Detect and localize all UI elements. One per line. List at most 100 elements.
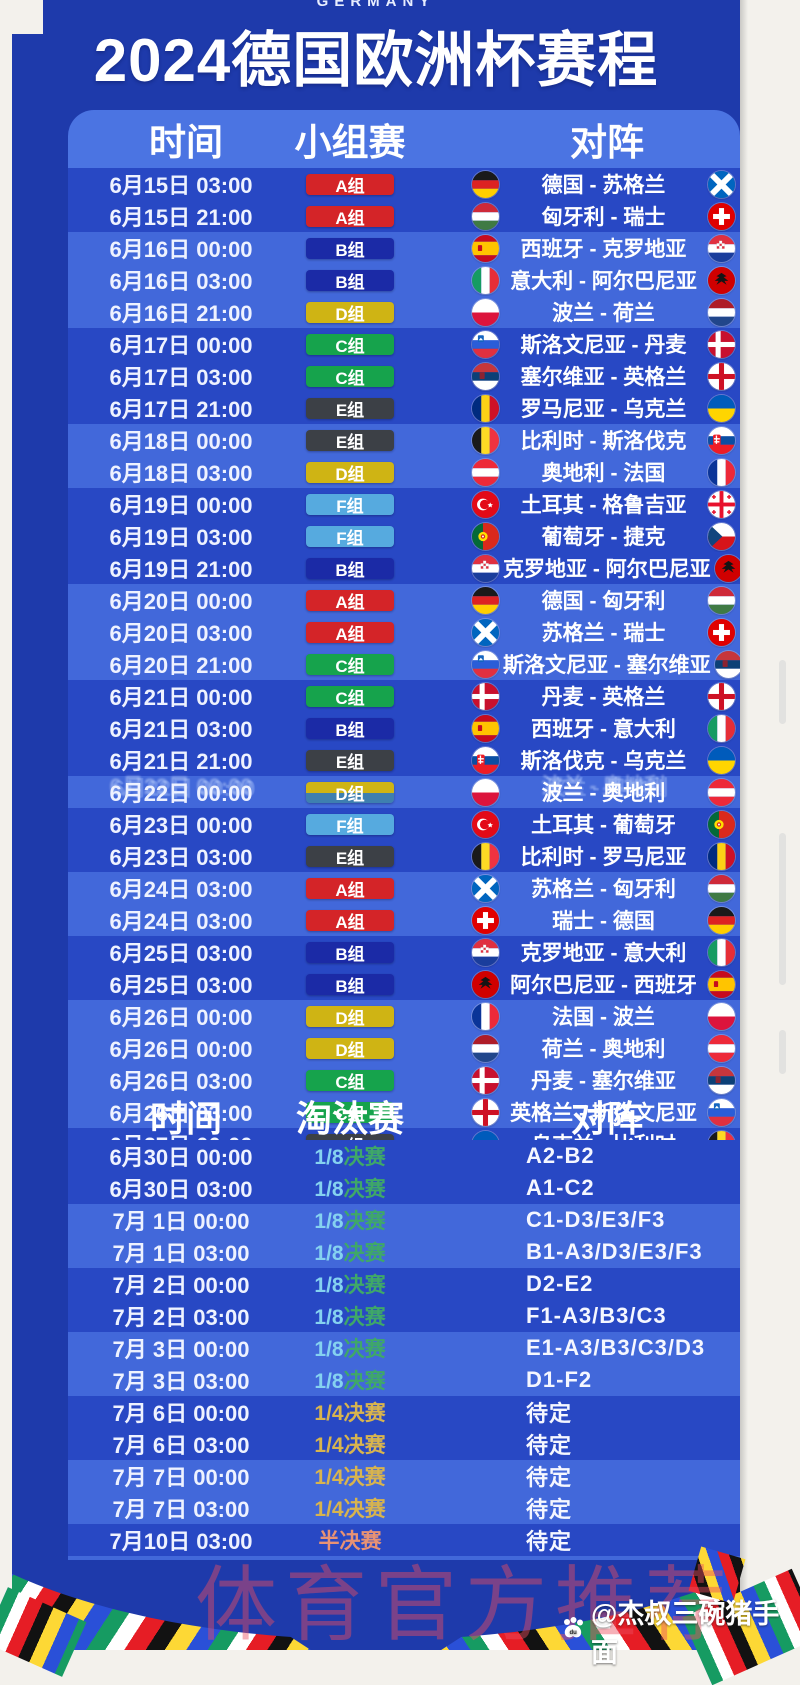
- knockout-match-label: 待定: [526, 1465, 573, 1490]
- group-badge-cell: B组: [284, 237, 416, 260]
- match-row: 6月21日 21:00 E组 斯洛伐克 - 乌克兰: [68, 744, 740, 776]
- matchup-cell: 斯洛文尼亚 - 塞尔维亚: [416, 649, 740, 679]
- matchup-cell: 苏格兰 - 瑞士: [416, 617, 740, 647]
- group-badge: F组: [306, 493, 394, 516]
- flag-icon-sct: [472, 874, 499, 902]
- stage-label: 1/8决赛: [314, 1338, 386, 1361]
- knockout-row: 6月30日 03:00 1/8决赛 A1-C2: [68, 1172, 740, 1204]
- stage-label: 1/8决赛: [314, 1178, 386, 1201]
- flag-icon-sct: [708, 170, 735, 198]
- author-watermark-text: @杰叔三碗猪手面: [591, 1599, 780, 1668]
- match-row: 6月18日 00:00 E组 比利时 - 斯洛伐克: [68, 424, 740, 456]
- knockout-row: 7月 3日 00:00 1/8决赛 E1-A3/B3/C3/D3: [68, 1332, 740, 1364]
- group-stage-rows: 6月15日 03:00 A组 德国 - 苏格兰 6月15日 21:00 A组 匈牙利 - …: [68, 168, 740, 1256]
- flag-icon-tr: [472, 810, 499, 838]
- knockout-row: 7月 6日 03:00 1/4决赛 待定: [68, 1428, 740, 1460]
- matchup-cell: 比利时 - 斯洛伐克: [416, 425, 740, 455]
- knockout-match-label: D2-E2: [526, 1271, 594, 1296]
- match-time: 6月26日 00:00: [109, 1005, 253, 1030]
- schedule-poster: GERMANY 2024德国欧洲杯赛程 时间 小组赛 对阵 6月15日 03:0…: [12, 0, 740, 1650]
- flag-icon-ge: [708, 490, 735, 518]
- flag-icon-hu: [708, 874, 735, 902]
- flag-icon-al: [472, 970, 499, 998]
- group-badge-cell: E组: [284, 429, 416, 452]
- match-row: 6月26日 03:00 C组 英格兰 - 斯洛文尼亚: [68, 1096, 740, 1128]
- matchup-cell: 西班牙 - 克罗地亚: [416, 233, 740, 263]
- group-badge: B组: [306, 237, 394, 260]
- match-time: 6月30日 03:00: [109, 1177, 253, 1202]
- matchup-cell: 比利时 - 罗马尼亚: [416, 841, 740, 871]
- match-time: 7月 7日 03:00: [112, 1497, 250, 1522]
- matchup-cell: A2-B2: [416, 1143, 740, 1169]
- flag-icon-ch: [708, 618, 735, 646]
- match-label: 葡萄牙 - 捷克: [541, 526, 666, 549]
- scrollbar-thumb[interactable]: [779, 833, 786, 985]
- matchup-cell: B1-A3/D3/E3/F3: [416, 1239, 740, 1265]
- match-row: 6月15日 03:00 A组 德国 - 苏格兰: [68, 168, 740, 200]
- group-badge: D组: [306, 1005, 394, 1028]
- flag-icon-en: [708, 682, 735, 710]
- match-time: 6月15日 21:00: [109, 205, 253, 230]
- match-row: 6月24日 03:00 A组 苏格兰 - 匈牙利: [68, 872, 740, 904]
- knockout-match-label: B1-A3/D3/E3/F3: [526, 1239, 703, 1264]
- flag-icon-hr: [472, 938, 499, 966]
- match-label: 苏格兰 - 匈牙利: [531, 878, 676, 901]
- svg-text:du: du: [570, 1630, 578, 1636]
- flag-icon-pl: [708, 1002, 735, 1030]
- scrollbar-thumb[interactable]: [779, 1030, 786, 1074]
- match-label: 比利时 - 斯洛伐克: [520, 430, 687, 453]
- stage-label: 半决赛: [318, 1530, 382, 1553]
- matchup-cell: 葡萄牙 - 捷克: [416, 521, 740, 551]
- matchup-cell: 苏格兰 - 匈牙利: [416, 873, 740, 903]
- match-label: 丹麦 - 英格兰: [541, 686, 666, 709]
- flag-icon-es: [472, 714, 499, 742]
- match-time: 6月18日 00:00: [109, 429, 253, 454]
- flag-icon-at: [472, 458, 499, 486]
- flag-icon-si: [472, 650, 499, 678]
- match-label: 罗马尼亚 - 乌克兰: [520, 398, 687, 421]
- group-badge-cell: F组: [284, 493, 416, 516]
- match-time: 6月26日 03:00: [109, 1069, 253, 1094]
- match-time: 6月20日 00:00: [109, 589, 253, 614]
- match-row: 6月19日 03:00 F组 葡萄牙 - 捷克: [68, 520, 740, 552]
- match-row: 6月26日 00:00 D组 法国 - 波兰: [68, 1000, 740, 1032]
- matchup-cell: 斯洛文尼亚 - 丹麦: [416, 329, 740, 359]
- flag-icon-de: [708, 906, 735, 934]
- flag-icon-sct: [472, 618, 499, 646]
- match-time: 6月16日 21:00: [109, 301, 253, 326]
- matchup-cell: 丹麦 - 塞尔维亚: [416, 1065, 740, 1095]
- schedule-table: 时间 小组赛 对阵 6月15日 03:00 A组 德国 - 苏格兰 6月15日 21:…: [68, 110, 740, 1620]
- matchup-cell: 待定: [416, 1492, 740, 1524]
- stage-label: 1/4决赛: [314, 1498, 386, 1521]
- matchup-cell: 荷兰 - 奥地利: [416, 1033, 740, 1063]
- flag-icon-ro: [708, 842, 735, 870]
- match-time: 6月23日 00:00: [109, 813, 253, 838]
- matchup-cell: 待定: [416, 1396, 740, 1428]
- knockout-match-label: E1-A3/B3/C3/D3: [526, 1335, 706, 1360]
- matchup-cell: 奥地利 - 法国: [416, 457, 740, 487]
- match-time: 6月25日 03:00: [109, 973, 253, 998]
- match-row: 6月16日 21:00 D组 波兰 - 荷兰: [68, 296, 740, 328]
- flag-icon-ua: [708, 394, 735, 422]
- group-badge: A组: [306, 909, 394, 932]
- match-time: 7月 6日 03:00: [112, 1433, 250, 1458]
- knockout-row: 7月 1日 03:00 1/8决赛 B1-A3/D3/E3/F3: [68, 1236, 740, 1268]
- matchup-cell: 法国 - 波兰: [416, 1001, 740, 1031]
- group-badge: C组: [306, 365, 394, 388]
- knockout-row: 7月 7日 00:00 1/4决赛 待定: [68, 1460, 740, 1492]
- match-label: 西班牙 - 意大利: [531, 718, 676, 741]
- matchup-cell: 德国 - 匈牙利: [416, 585, 740, 615]
- page-title: 2024德国欧洲杯赛程: [93, 27, 659, 94]
- match-time: 6月24日 03:00: [109, 909, 253, 934]
- match-label: 波兰 - 荷兰: [552, 302, 655, 325]
- flag-icon-ua: [708, 746, 735, 774]
- match-label: 斯洛文尼亚 - 塞尔维亚: [503, 654, 711, 677]
- flag-icon-pt: [472, 522, 499, 550]
- scrollbar-thumb[interactable]: [779, 660, 786, 724]
- match-time: 6月26日 03:00: [109, 1101, 253, 1126]
- matchup-cell: F1-A3/B3/C3: [416, 1303, 740, 1329]
- match-row: 6月26日 00:00 D组 荷兰 - 奥地利: [68, 1032, 740, 1064]
- group-badge-cell: B组: [284, 941, 416, 964]
- matchup-cell: 西班牙 - 意大利: [416, 713, 740, 743]
- group-badge: D组: [306, 781, 394, 804]
